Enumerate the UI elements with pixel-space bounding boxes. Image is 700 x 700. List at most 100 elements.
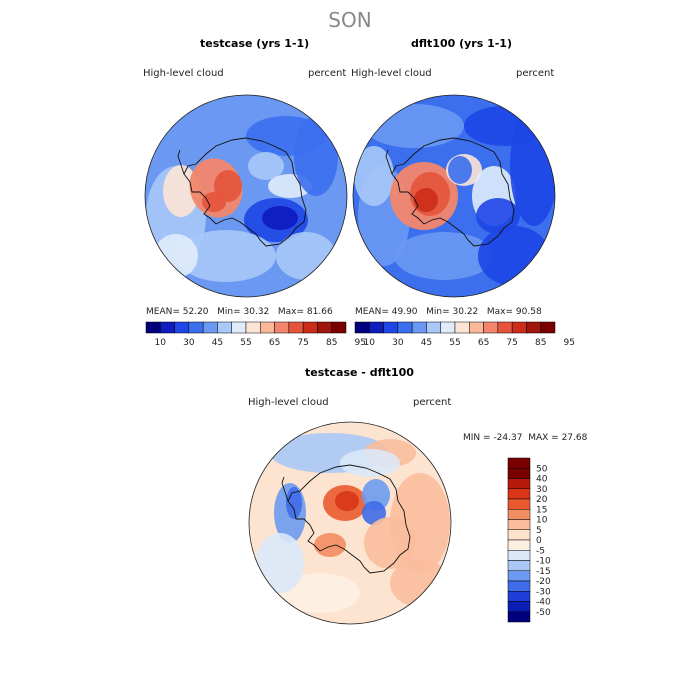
- cbar2-swatch-6: [440, 321, 456, 334]
- map1-contour-14: [154, 234, 198, 278]
- map2-border: [352, 94, 556, 298]
- cbar1-swatch-5: [217, 321, 232, 334]
- cbar3-tick-label: 5: [536, 526, 542, 536]
- cbar1-swatch-1: [160, 321, 175, 334]
- cbar1-swatch-11: [302, 321, 318, 334]
- mean-label: MEAN=: [146, 307, 180, 317]
- cbar1-tick-label: 65: [269, 338, 280, 348]
- cbar1-swatch-12: [317, 321, 332, 334]
- cbar1-swatch-2: [174, 321, 190, 334]
- cbar2-tick-label: 65: [478, 338, 489, 348]
- cbar3-tick-label: 20: [536, 495, 548, 505]
- panel3-variable: High-level cloud: [248, 397, 329, 408]
- map3-contour-10: [390, 473, 450, 573]
- cbar3-swatch-11: [507, 570, 531, 582]
- map-dflt100: [352, 94, 556, 298]
- cbar1-swatch-8: [260, 321, 275, 334]
- mean-label: MEAN=: [355, 307, 389, 317]
- min-label: Min=: [426, 307, 450, 317]
- cbar3-swatch-15: [507, 611, 531, 623]
- map2-field: [353, 95, 555, 297]
- cbar3-swatch-2: [507, 478, 531, 489]
- panel2-units: percent: [516, 68, 555, 79]
- map3-border: [248, 421, 452, 625]
- cbar3-swatch-13: [507, 591, 531, 602]
- max-value: 81.66: [306, 307, 333, 317]
- cbar2-swatch-11: [511, 321, 527, 334]
- map2-peninsula: [385, 149, 393, 175]
- panel1-stats: MEAN= 52.20 Min= 30.32 Max= 81.66: [146, 307, 333, 317]
- cbar1-swatch-10: [288, 321, 304, 334]
- cbar2-tick-label: 30: [392, 338, 404, 348]
- cbar1-tick-label: 75: [297, 338, 308, 348]
- max-value: 27.68: [561, 433, 588, 443]
- map2-contour-11: [394, 232, 494, 280]
- cbar2-swatch-13: [540, 321, 556, 334]
- cbar2-tick-label: 85: [535, 338, 546, 348]
- panel1-title: testcase (yrs 1-1): [200, 37, 310, 50]
- colorbar-dflt100: 10 30 45 55 65 75 85 95: [354, 321, 575, 348]
- panel3-title: testcase - dflt100: [305, 366, 414, 379]
- min-value: -24.37: [493, 433, 523, 443]
- map3-contour-13: [256, 533, 304, 593]
- panel1-variable: High-level cloud: [143, 68, 224, 79]
- cbar3-tick-label: 50: [536, 464, 548, 474]
- cbar2-tick-label: 95: [564, 338, 575, 348]
- cbar1-swatch-9: [274, 321, 290, 334]
- map3-contour-12: [280, 573, 360, 613]
- cbar1-swatch-3: [188, 321, 204, 334]
- season-title: SON: [328, 8, 372, 32]
- min-label: Min=: [217, 307, 241, 317]
- map2-contour-0: [364, 104, 464, 148]
- cbar2-swatch-0: [354, 321, 370, 334]
- map-testcase: [144, 94, 348, 298]
- cbar2-swatch-8: [469, 321, 484, 334]
- panel2-stats: MEAN= 49.90 Min= 30.22 Max= 90.58: [355, 307, 542, 317]
- cbar3-tick-label: 30: [536, 485, 548, 495]
- cbar3-tick-label: -50: [536, 608, 551, 618]
- cbar3-swatch-10: [507, 560, 531, 571]
- cbar1-tick-label: 10: [155, 338, 167, 348]
- cbar1-tick-label: 30: [183, 338, 195, 348]
- map1-contour-13: [294, 116, 338, 196]
- max-label: Max=: [486, 307, 514, 317]
- map3-coastline: [287, 464, 411, 574]
- cbar3-swatch-0: [507, 457, 531, 469]
- min-value: 30.22: [452, 307, 479, 317]
- map3-contour-3: [286, 487, 302, 519]
- cbar3-swatch-7: [507, 529, 531, 541]
- cbar3-swatch-5: [507, 509, 531, 520]
- min-label: MIN =: [463, 433, 491, 443]
- cbar3-tick-label: -10: [536, 557, 551, 567]
- map3-peninsula: [281, 476, 289, 502]
- cbar3-tick-label: 10: [536, 516, 548, 526]
- cbar3-tick-label: 15: [536, 505, 547, 515]
- max-label: MAX =: [528, 433, 559, 443]
- cbar3-tick-label: -40: [536, 598, 551, 608]
- map2-contour-6: [414, 188, 438, 212]
- cbar1-tick-label: 55: [240, 338, 251, 348]
- mean-value: 49.90: [391, 307, 418, 317]
- cbar3-tick-label: -20: [536, 577, 551, 587]
- map3-contour-5: [335, 491, 359, 511]
- map1-contour-3: [163, 165, 199, 217]
- cbar2-tick-label: 55: [449, 338, 460, 348]
- map2-contour-8: [448, 156, 472, 184]
- cbar1-swatch-13: [331, 321, 347, 334]
- cbar2-swatch-9: [483, 321, 499, 334]
- cbar3-swatch-12: [507, 580, 531, 592]
- cbar3-tick-label: -15: [536, 567, 551, 577]
- cbar2-swatch-10: [497, 321, 513, 334]
- panel1-units: percent: [308, 68, 347, 79]
- cbar3-swatch-8: [507, 539, 531, 551]
- cbar3-swatch-3: [507, 488, 531, 500]
- cbar2-swatch-1: [369, 321, 384, 334]
- cbar3-tick-label: 0: [536, 536, 542, 546]
- map2-contour-10: [476, 198, 520, 234]
- cbar3-tick-label: -30: [536, 587, 551, 597]
- panel2-variable: High-level cloud: [351, 68, 432, 79]
- cbar1-swatch-7: [245, 321, 261, 334]
- colorbar-testcase: 10 30 45 55 65 75 85 95: [145, 321, 366, 348]
- map3-contour-14: [340, 449, 400, 477]
